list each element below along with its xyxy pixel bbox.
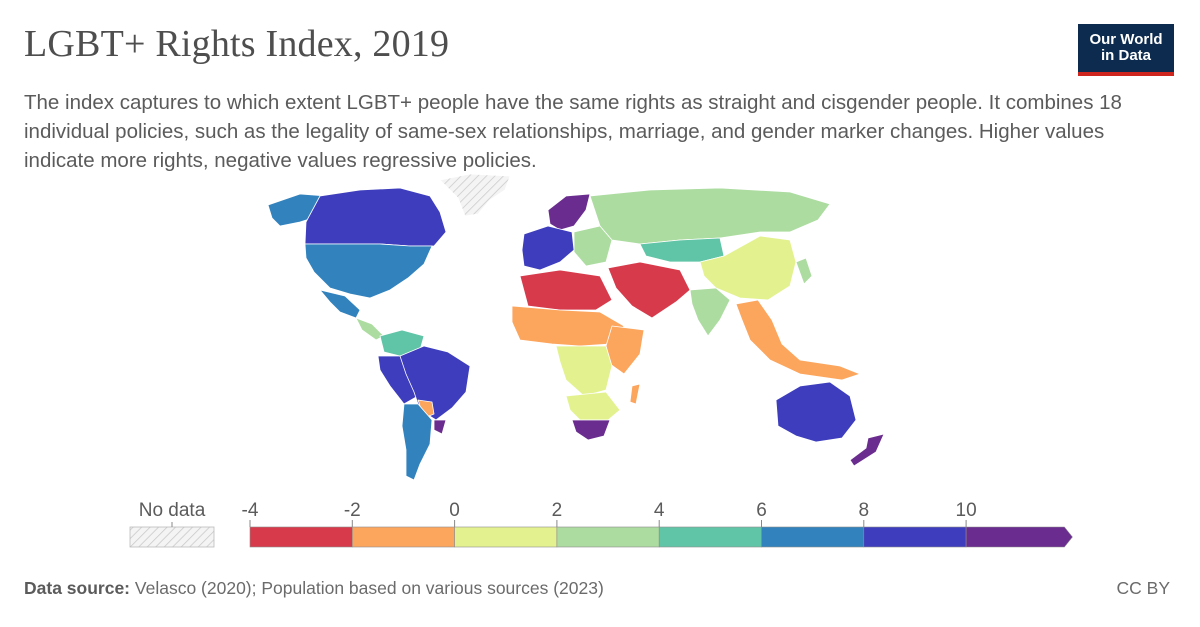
region-united-states[interactable] [304, 243, 433, 299]
legend-tick-label-7: 10 [956, 500, 977, 521]
legend-bin-6[interactable] [863, 526, 967, 548]
region-southeast-asia[interactable] [735, 299, 861, 381]
region-india[interactable] [689, 287, 731, 337]
source-text: Velasco (2020); Population based on vari… [134, 578, 604, 598]
legend-tick-label-2: 0 [449, 500, 460, 521]
legend-tick-label-1: -2 [344, 500, 361, 521]
source-footer: Data source: Velasco (2020); Population … [24, 578, 604, 599]
world-map [0, 160, 1200, 500]
no-data-swatch [129, 526, 215, 548]
region-argentina[interactable] [401, 403, 433, 481]
region-central-america[interactable] [355, 317, 385, 341]
source-label: Data source: [24, 578, 131, 598]
legend-tick-label-6: 8 [859, 500, 870, 521]
license-link[interactable]: CC BY [1116, 578, 1170, 598]
legend-bin-4[interactable] [658, 526, 762, 548]
legend-tick-label-3: 2 [552, 500, 563, 521]
legend-bin-0[interactable] [249, 526, 353, 548]
world-map-svg [267, 173, 885, 481]
legend-bin-2[interactable] [454, 526, 558, 548]
region-canada[interactable] [304, 187, 447, 247]
region-japan[interactable] [795, 257, 813, 285]
legend-svg: No data -4 -2 0 2 4 6 8 10 [129, 500, 1073, 548]
region-central-africa[interactable] [555, 345, 613, 397]
chart-subtitle: The index captures to which extent LGBT+… [24, 91, 1122, 173]
legend-tick-label-5: 6 [756, 500, 767, 521]
chart-title: LGBT+ Rights Index, 2019 [24, 23, 450, 65]
legend-bin-3[interactable] [556, 526, 660, 548]
region-north-africa[interactable] [519, 269, 613, 311]
region-sahel[interactable] [511, 305, 625, 347]
region-madagascar[interactable] [629, 383, 641, 405]
color-legend: No data -4 -2 0 2 4 6 8 10 [0, 490, 1200, 560]
logo-line-1: Our World [1089, 30, 1163, 48]
owid-logo[interactable]: Our World in Data [1078, 24, 1174, 76]
region-russia[interactable] [589, 187, 831, 245]
region-china[interactable] [699, 235, 797, 301]
logo-line-2: in Data [1100, 47, 1151, 64]
region-south-africa[interactable] [571, 419, 611, 441]
region-australia[interactable] [775, 381, 857, 443]
legend-tick-label-4: 4 [654, 500, 665, 521]
region-greenland[interactable] [439, 173, 511, 217]
region-uruguay[interactable] [433, 419, 447, 435]
legend-bin-5[interactable] [761, 526, 865, 548]
no-data-label: No data [139, 500, 206, 521]
region-nordics[interactable] [547, 193, 591, 231]
legend-bin-7[interactable] [965, 526, 1073, 548]
legend-tick-label-0: -4 [242, 500, 259, 521]
region-middle-east[interactable] [607, 261, 691, 319]
region-western-europe[interactable] [521, 225, 575, 271]
region-brazil[interactable] [399, 345, 471, 421]
legend-bin-1[interactable] [351, 526, 455, 548]
region-new-zealand[interactable] [849, 433, 885, 467]
region-southern-africa[interactable] [565, 391, 621, 421]
